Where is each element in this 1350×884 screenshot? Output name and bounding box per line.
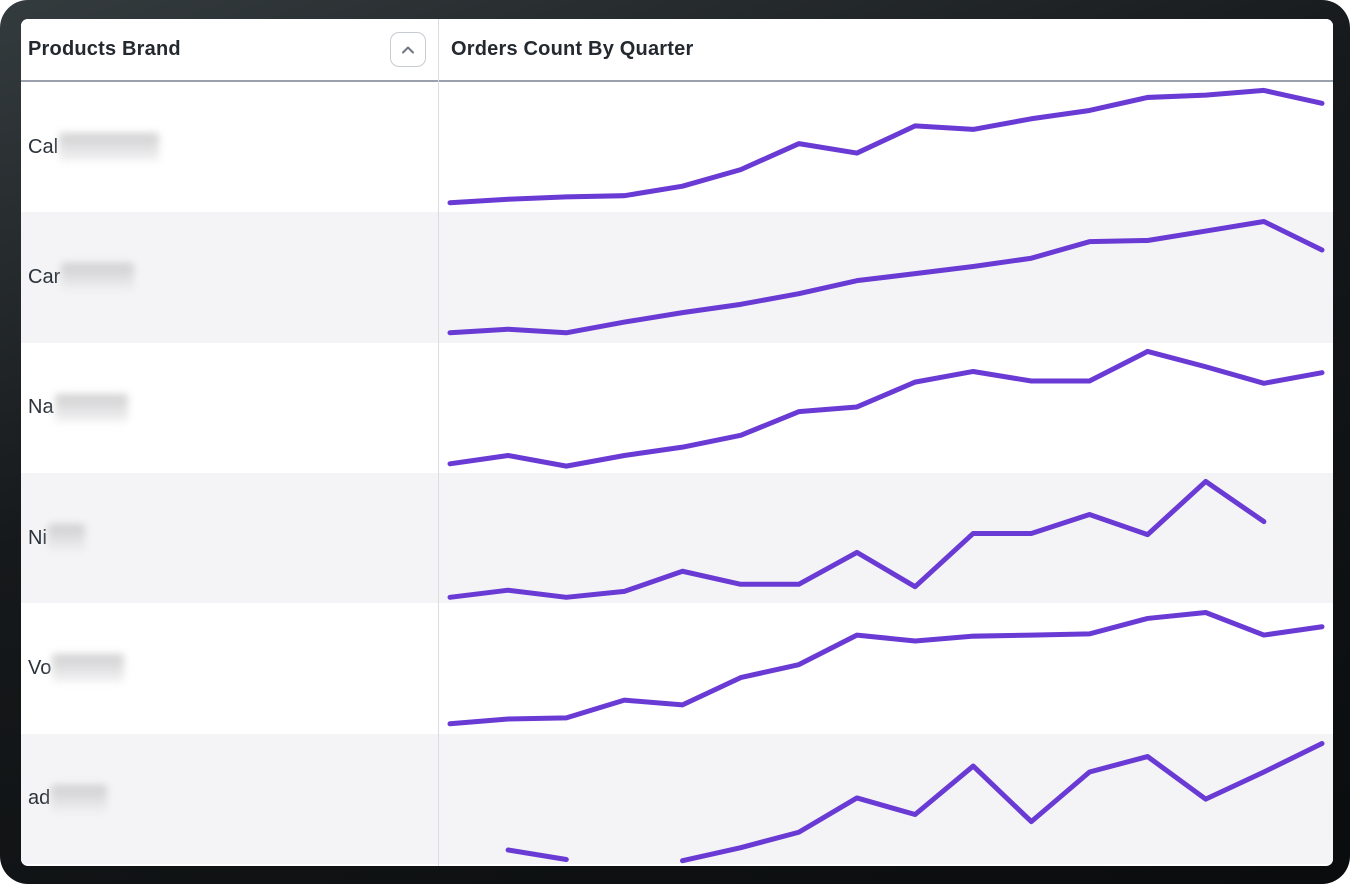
redacted-text-blur [54, 393, 128, 422]
sparkline-cell [439, 82, 1333, 212]
sparkline-cell [439, 473, 1333, 603]
table-row: Na [21, 343, 1333, 473]
sparkline-chart [447, 219, 1325, 336]
table-header-row: Products Brand Orders Count By Quarter [21, 19, 1333, 82]
brand-label: ad [28, 787, 51, 810]
redacted-text-blur [51, 784, 108, 813]
redacted-text-blur [52, 654, 125, 683]
sparkline-cell [439, 343, 1333, 473]
sparkline-cell [439, 734, 1333, 864]
table-row: ad [21, 733, 1333, 864]
table-row: Ni [21, 472, 1333, 604]
brand-label: Ni [28, 526, 47, 549]
table-row: Car [21, 212, 1333, 343]
brand-cell: Vo [21, 603, 439, 733]
table-row: Cal [21, 82, 1333, 212]
sparkline-cell [439, 212, 1333, 342]
orders-count-header-label: Orders Count By Quarter [451, 38, 694, 60]
sparkline-chart [505, 740, 1325, 863]
table-card: Products Brand Orders Count By Quarter C… [21, 19, 1333, 866]
brand-label: Car [28, 265, 61, 288]
sparkline-chart [447, 87, 1325, 206]
brand-cell: Cal [21, 82, 439, 212]
redacted-text-blur [59, 133, 160, 162]
column-header-orders-count[interactable]: Orders Count By Quarter [439, 19, 1333, 80]
table-row: Vo [21, 603, 1333, 733]
brand-cell: ad [21, 734, 439, 864]
sparkline-cell [439, 603, 1333, 733]
sparkline-chart [447, 348, 1325, 469]
brand-label: Na [28, 396, 54, 419]
brand-cell: Car [21, 212, 439, 342]
brand-cell: Ni [21, 473, 439, 603]
sort-button[interactable] [390, 32, 426, 67]
redacted-text-blur [61, 263, 135, 292]
table-body: Cal Car Na [21, 82, 1333, 864]
chevron-up-icon [399, 41, 417, 59]
products-brand-header-label: Products Brand [28, 38, 181, 60]
brand-label: Vo [28, 656, 52, 679]
brand-cell: Na [21, 343, 439, 473]
sparkline-chart [447, 478, 1267, 600]
column-divider [438, 19, 439, 866]
redacted-text-blur [47, 524, 85, 553]
brand-label: Cal [28, 135, 59, 158]
column-header-products-brand[interactable]: Products Brand [21, 19, 439, 80]
sparkline-chart [447, 610, 1325, 727]
